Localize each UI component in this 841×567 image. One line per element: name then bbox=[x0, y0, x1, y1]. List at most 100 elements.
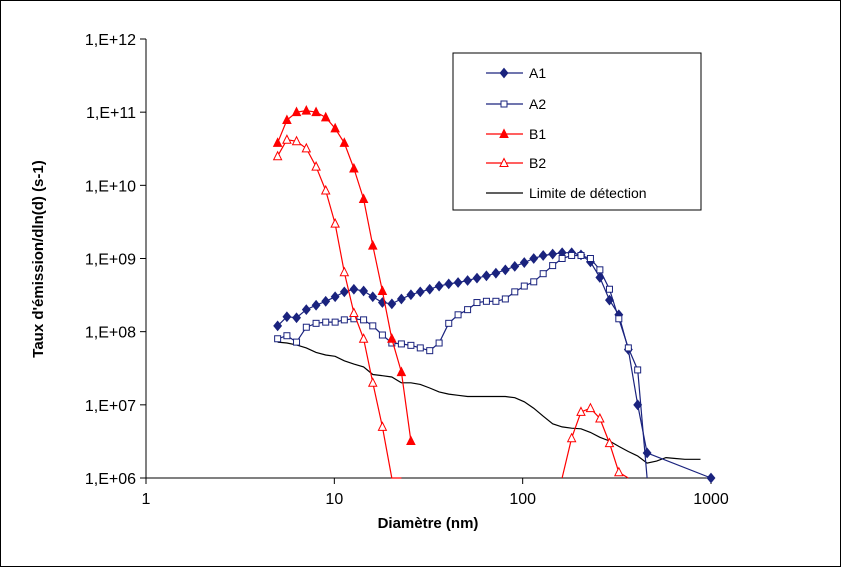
data-point bbox=[444, 278, 454, 290]
data-point bbox=[407, 341, 415, 349]
y-tick-label: 1,E+07 bbox=[85, 398, 136, 415]
series-a2 bbox=[274, 251, 648, 479]
data-point bbox=[358, 193, 369, 204]
legend-label: Limite de détection bbox=[529, 185, 647, 201]
data-point bbox=[339, 137, 350, 147]
data-point bbox=[499, 67, 509, 79]
legend-label: B1 bbox=[529, 126, 546, 142]
legend-item: A2 bbox=[486, 96, 546, 112]
data-point bbox=[519, 257, 529, 268]
data-point bbox=[367, 377, 378, 387]
data-point bbox=[311, 106, 321, 117]
data-point bbox=[539, 270, 547, 278]
data-point bbox=[529, 253, 539, 264]
data-point bbox=[301, 304, 311, 316]
data-point bbox=[368, 291, 378, 303]
data-point bbox=[387, 298, 397, 310]
data-point bbox=[272, 150, 283, 161]
data-point bbox=[604, 437, 615, 448]
x-tick-label: 100 bbox=[509, 491, 536, 508]
series-limite-de-d-tection bbox=[277, 341, 701, 464]
y-tick-label: 1,E+10 bbox=[85, 178, 136, 195]
data-point bbox=[291, 106, 302, 117]
data-point bbox=[358, 333, 369, 343]
data-point bbox=[301, 142, 312, 153]
data-point bbox=[311, 161, 321, 171]
series-line bbox=[277, 341, 701, 464]
data-point bbox=[538, 250, 548, 261]
data-point bbox=[293, 338, 301, 346]
y-tick-label: 1,E+09 bbox=[85, 252, 136, 269]
legend-item: B1 bbox=[486, 126, 546, 142]
data-point bbox=[340, 316, 348, 324]
data-point bbox=[359, 285, 369, 297]
legend: A1 A2 B1 B2 Limite de détection bbox=[452, 52, 702, 211]
x-tick-label: 1 bbox=[142, 491, 151, 508]
data-point bbox=[454, 311, 462, 319]
data-point bbox=[378, 331, 386, 339]
y-tick-label: 1,E+06 bbox=[85, 471, 136, 488]
data-point bbox=[367, 239, 378, 250]
data-point bbox=[320, 111, 331, 122]
data-point bbox=[396, 366, 407, 377]
data-point bbox=[396, 293, 406, 305]
data-point bbox=[491, 267, 501, 279]
data-point bbox=[292, 312, 301, 324]
data-point bbox=[349, 307, 359, 317]
data-point bbox=[434, 280, 444, 292]
data-point bbox=[472, 272, 482, 284]
data-point bbox=[377, 421, 388, 431]
legend-label: A1 bbox=[529, 65, 546, 81]
legend-item: Limite de détection bbox=[486, 185, 647, 201]
data-point bbox=[349, 283, 359, 295]
data-point bbox=[499, 128, 509, 138]
data-point bbox=[624, 344, 632, 352]
data-point bbox=[453, 277, 463, 288]
legend-label: B2 bbox=[529, 155, 546, 171]
y-ticks: 1,E+06 1,E+07 1,E+08 1,E+09 1,E+10 1,E+11 1,E+… bbox=[85, 32, 146, 488]
data-point bbox=[377, 285, 388, 295]
series-a1 bbox=[273, 247, 716, 484]
data-point bbox=[566, 432, 577, 443]
data-point bbox=[568, 251, 576, 259]
data-point bbox=[302, 323, 310, 331]
series-line bbox=[277, 254, 648, 479]
x-tick-label: 10 bbox=[325, 491, 343, 508]
data-point bbox=[501, 295, 509, 303]
data-point bbox=[615, 315, 623, 323]
data-point bbox=[387, 333, 397, 343]
data-point bbox=[282, 114, 292, 125]
data-point bbox=[530, 278, 538, 286]
data-point bbox=[301, 104, 312, 115]
data-point bbox=[558, 255, 566, 262]
data-point bbox=[312, 319, 320, 327]
legend-box bbox=[452, 52, 702, 211]
data-point bbox=[272, 137, 283, 147]
data-point bbox=[426, 347, 434, 355]
x-axis-title: Diamètre (nm) bbox=[378, 515, 479, 532]
data-point bbox=[282, 134, 292, 144]
data-point bbox=[415, 286, 425, 298]
data-point bbox=[499, 157, 509, 167]
legend-item: B2 bbox=[486, 155, 546, 171]
y-axis-title: Taux d'émission/dln(d) (s-1) bbox=[30, 160, 47, 357]
data-point bbox=[463, 275, 473, 286]
data-point bbox=[464, 306, 472, 314]
data-point bbox=[596, 266, 604, 274]
data-point bbox=[369, 322, 377, 330]
data-point bbox=[321, 295, 331, 307]
data-point bbox=[549, 262, 557, 270]
series-layer bbox=[272, 104, 716, 484]
data-point bbox=[349, 162, 359, 173]
data-point bbox=[330, 122, 340, 133]
data-point bbox=[425, 283, 435, 295]
data-point bbox=[520, 282, 528, 290]
data-point bbox=[406, 435, 416, 446]
y-tick-label: 1,E+12 bbox=[85, 32, 136, 49]
data-point bbox=[481, 270, 491, 282]
data-point bbox=[482, 297, 490, 305]
data-point bbox=[510, 261, 520, 272]
data-point bbox=[473, 299, 481, 307]
x-tick-label: 1000 bbox=[693, 491, 729, 508]
